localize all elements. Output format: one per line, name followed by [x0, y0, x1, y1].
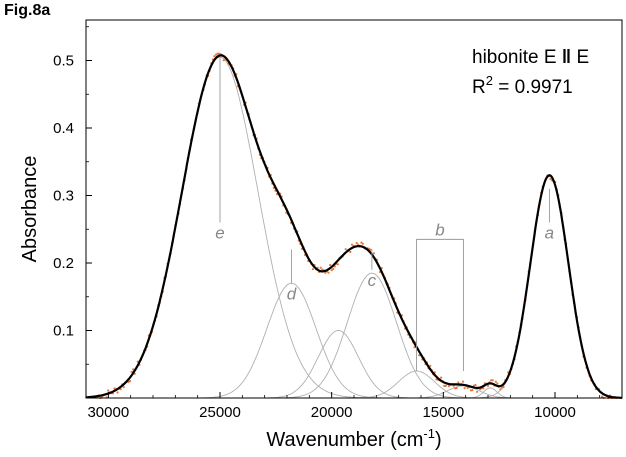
data-point: [494, 380, 497, 383]
data-point: [336, 263, 339, 266]
peak-label-e: e: [215, 224, 224, 243]
data-point: [471, 389, 474, 392]
data-point: [372, 252, 375, 255]
x-tick-label: 25000: [199, 404, 241, 421]
data-point: [413, 346, 416, 349]
data-point: [329, 263, 332, 267]
data-point: [324, 271, 327, 274]
data-point: [116, 391, 119, 394]
y-axis-title: Absorbance: [19, 156, 41, 263]
data-point: [332, 267, 335, 270]
y-tick-label: 0.1: [53, 323, 74, 340]
fitted-curve: [86, 54, 623, 399]
x-axis-title: Wavenumber (cm-1): [266, 426, 441, 451]
data-point: [443, 384, 446, 387]
x-tick-label: 20000: [311, 404, 353, 421]
data-point: [549, 177, 552, 181]
band-bracket-b: [416, 238, 464, 371]
data-point: [344, 248, 347, 251]
peak-label-d: d: [287, 284, 297, 303]
data-point: [486, 384, 490, 387]
data-point: [418, 354, 421, 357]
data-point: [360, 241, 363, 244]
data-point: [444, 384, 447, 387]
y-tick-label: 0.5: [53, 53, 74, 70]
peak-label-b: b: [435, 220, 444, 239]
r-squared-exponent: 2: [486, 73, 493, 88]
data-point: [502, 385, 505, 389]
data-point: [455, 386, 458, 390]
parallel-symbol: ‖: [562, 47, 571, 68]
x-tick-label: 30000: [87, 404, 129, 421]
component-curve-d: [86, 282, 622, 399]
y-tick-label: 0.4: [53, 120, 74, 137]
data-point: [463, 387, 466, 390]
data-point: [311, 268, 314, 271]
data-point: [213, 55, 216, 58]
component-curve-2: [86, 330, 622, 399]
data-point: [128, 380, 132, 383]
data-point: [429, 364, 432, 367]
annotation-hibonite: hibonite E ‖ E: [472, 47, 589, 68]
r-squared-value: = 0.9971: [493, 77, 573, 98]
peak-label-c: c: [368, 271, 377, 290]
data-point: [327, 271, 330, 274]
data-point: [474, 383, 477, 387]
peak-markers: e d c a b: [215, 57, 554, 371]
component-curve-a: [86, 174, 623, 399]
data-point: [122, 386, 125, 389]
data-point: [361, 242, 364, 245]
data-point: [447, 384, 450, 388]
data-point: [601, 395, 604, 398]
data-point: [355, 241, 358, 245]
peak-label-a: a: [545, 224, 554, 243]
component-curve-c: [86, 272, 622, 399]
component-curves: [86, 56, 623, 399]
data-point: [499, 388, 502, 391]
data-point: [222, 59, 225, 62]
data-point: [490, 379, 493, 382]
data-point: [435, 378, 438, 381]
x-axis-title-close: ): [435, 429, 442, 451]
data-point: [369, 248, 372, 251]
data-point: [132, 368, 135, 371]
data-point: [349, 250, 352, 254]
measured-data-points: [96, 52, 618, 400]
data-point: [350, 243, 354, 246]
axis-ticks: 30000 25000 20000 15000 10000 0.1 0.2 0.3 0.4 0.5: [53, 26, 601, 421]
data-point: [330, 269, 333, 272]
x-tick-label: 10000: [534, 404, 576, 421]
annotation-r-squared: R2 = 0.9971: [472, 73, 573, 98]
data-point: [482, 387, 485, 390]
y-tick-label: 0.3: [53, 188, 74, 205]
component-curve-e: [86, 56, 622, 399]
data-point: [491, 379, 494, 382]
data-point: [476, 390, 479, 393]
data-point: [440, 376, 443, 379]
figure-label: Fig.8a: [4, 2, 51, 19]
data-point: [461, 380, 465, 383]
data-point: [457, 381, 460, 384]
data-point: [216, 52, 219, 55]
x-axis-title-exponent: -1: [423, 426, 435, 441]
data-point: [496, 382, 499, 385]
data-point: [107, 389, 110, 392]
x-tick-label: 15000: [422, 404, 464, 421]
data-point: [130, 370, 133, 373]
y-tick-label: 0.2: [53, 255, 74, 272]
data-point: [319, 266, 322, 269]
